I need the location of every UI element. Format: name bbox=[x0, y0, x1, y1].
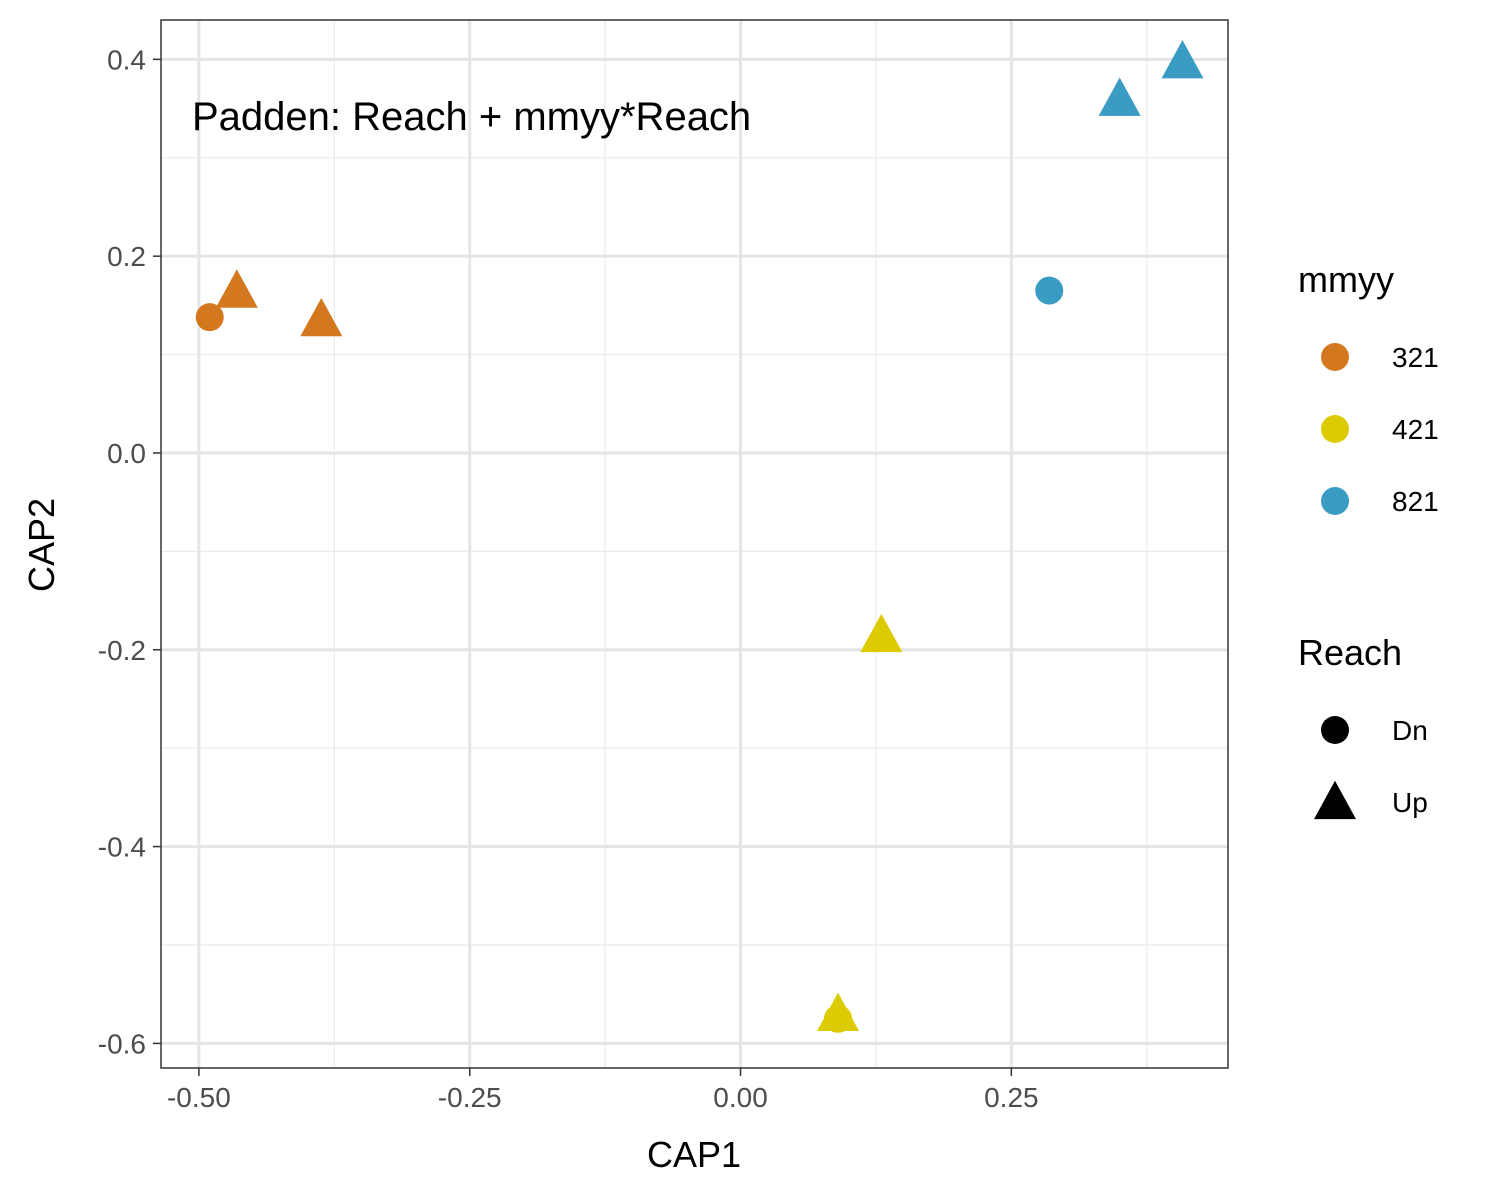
point-triangle-821 bbox=[1098, 77, 1141, 116]
y-axis-title: CAP2 bbox=[21, 498, 62, 592]
legend-label-dn: Dn bbox=[1392, 715, 1428, 746]
y-tick-label: -0.4 bbox=[98, 832, 146, 863]
axis-ticks: -0.50 -0.25 0.00 0.25 0.4 0.2 0.0 -0.2 -0.4 -0.6 bbox=[98, 44, 1039, 1113]
point-triangle-421 bbox=[860, 613, 903, 653]
legend-key-circle bbox=[1321, 716, 1349, 744]
legend-label-421: 421 bbox=[1392, 414, 1439, 445]
x-tick-label: 0.00 bbox=[713, 1082, 768, 1113]
grid bbox=[161, 20, 1228, 1068]
data-points bbox=[195, 40, 1204, 1033]
chart-annotation: Padden: Reach + mmyy*Reach bbox=[192, 95, 751, 139]
legend: mmyy 321 421 821 Reach Dn Up bbox=[1298, 259, 1439, 820]
point-triangle-821 bbox=[1161, 40, 1204, 79]
point-circle-821 bbox=[1035, 276, 1064, 305]
legend-label-821: 821 bbox=[1392, 486, 1439, 517]
point-circle-321 bbox=[195, 303, 224, 332]
x-axis-title: CAP1 bbox=[647, 1134, 741, 1175]
legend-title-reach: Reach bbox=[1298, 632, 1402, 673]
panel-border bbox=[160, 19, 1229, 1069]
legend-label-321: 321 bbox=[1392, 342, 1439, 373]
legend-key-circle bbox=[1321, 487, 1349, 515]
point-triangle-321 bbox=[215, 269, 258, 308]
y-tick-label: 0.4 bbox=[107, 44, 146, 75]
legend-title-mmyy: mmyy bbox=[1298, 259, 1394, 300]
legend-label-up: Up bbox=[1392, 787, 1428, 818]
x-tick-label: 0.25 bbox=[984, 1082, 1039, 1113]
y-tick-label: 0.2 bbox=[107, 241, 146, 272]
point-triangle-321 bbox=[300, 297, 343, 337]
x-tick-label: -0.25 bbox=[438, 1082, 502, 1113]
point-triangle-421 bbox=[817, 992, 860, 1031]
legend-key-circle bbox=[1321, 343, 1349, 371]
x-tick-label: -0.50 bbox=[167, 1082, 231, 1113]
y-tick-label: -0.6 bbox=[98, 1028, 146, 1059]
legend-key-triangle bbox=[1314, 780, 1356, 820]
y-tick-label: 0.0 bbox=[107, 438, 146, 469]
legend-key-circle bbox=[1321, 415, 1349, 443]
y-tick-label: -0.2 bbox=[98, 635, 146, 666]
